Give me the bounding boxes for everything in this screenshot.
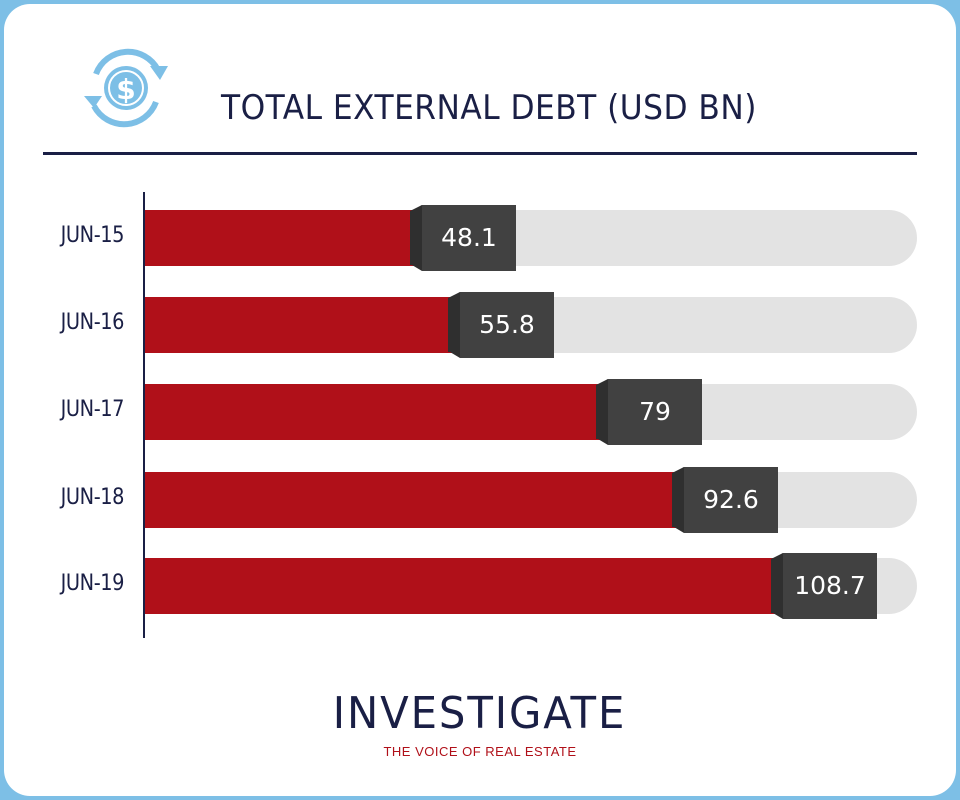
logo-tagline: THE VOICE OF REAL ESTATE — [383, 744, 577, 759]
bar-row: JUN-17 79 — [0, 379, 960, 445]
value-text: 108.7 — [794, 571, 866, 600]
value-label: 55.8 — [448, 292, 554, 358]
title-divider — [43, 152, 917, 155]
value-text: 92.6 — [703, 485, 759, 514]
value-label: 79 — [596, 379, 702, 445]
category-label: JUN-18 — [60, 485, 125, 510]
bar — [145, 472, 684, 528]
bar-row: JUN-19 108.7 — [0, 553, 960, 619]
category-label: JUN-15 — [60, 223, 125, 248]
category-label: JUN-19 — [60, 571, 125, 596]
bar-row: JUN-16 55.8 — [0, 292, 960, 358]
bar-row: JUN-15 48.1 — [0, 205, 960, 271]
bar — [145, 297, 460, 353]
category-label: JUN-17 — [60, 397, 125, 422]
logo-wordmark: INVESTIGATE — [333, 688, 627, 739]
bar — [145, 558, 783, 614]
value-text: 79 — [639, 397, 671, 426]
value-text: 48.1 — [441, 223, 497, 252]
value-label: 48.1 — [410, 205, 516, 271]
bar-row: JUN-18 92.6 — [0, 467, 960, 533]
y-axis-line — [143, 192, 145, 638]
chart-title: TOTAL EXTERNAL DEBT (USD BN) — [221, 88, 757, 128]
bar — [145, 384, 608, 440]
value-text: 55.8 — [479, 310, 535, 339]
dollar-exchange-icon: $ — [84, 48, 168, 128]
value-label: 108.7 — [771, 553, 877, 619]
category-label: JUN-16 — [60, 310, 125, 335]
value-label: 92.6 — [672, 467, 778, 533]
svg-text:$: $ — [116, 73, 135, 106]
brand-logo: INVESTIGATE — [0, 688, 960, 739]
bar — [145, 210, 422, 266]
